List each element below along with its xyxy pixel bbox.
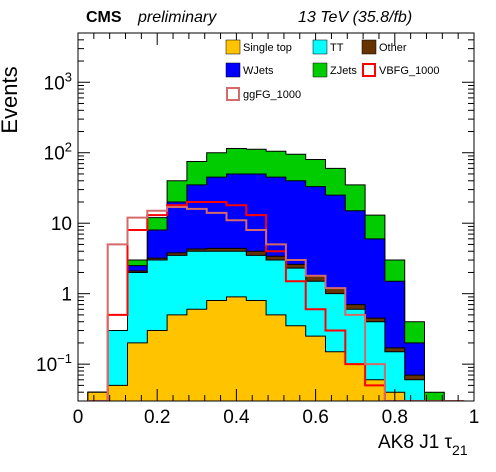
legend-label: ggFG_1000 <box>243 89 301 101</box>
legend-item: Other <box>361 39 407 55</box>
legend-swatch <box>225 62 241 78</box>
legend-swatch <box>225 39 241 55</box>
legend-swatch <box>226 87 240 101</box>
experiment-label: CMS <box>86 9 122 26</box>
legend-item: ZJets <box>312 62 357 78</box>
legend-swatch <box>312 39 328 55</box>
header: CMS preliminary 13 TeV (35.8/fb) <box>86 9 412 26</box>
x-tick-label: 0.4 <box>223 407 250 428</box>
y-tick-label: 1 <box>61 285 72 306</box>
legend-item: Single top <box>225 39 292 55</box>
legend-item: TT <box>312 39 344 55</box>
status-label: preliminary <box>137 9 217 26</box>
x-axis-label-sub: 21 <box>452 442 468 458</box>
legend-label: TT <box>330 42 344 54</box>
x-tick-label: 1 <box>469 407 480 428</box>
y-axis-label: Events <box>0 66 22 133</box>
plot-frame <box>77 32 475 402</box>
y-tick-label: 10 <box>51 214 72 235</box>
x-axis-label: AK8 J1 τ21 <box>378 432 468 458</box>
data-layer <box>87 147 465 401</box>
x-axis: 0 0.2 0.4 0.6 0.8 1 <box>73 33 480 428</box>
legend-swatch <box>362 63 376 77</box>
energy-label: 13 TeV (35.8/fb) <box>298 9 412 26</box>
legend-label: WJets <box>243 65 274 77</box>
legend-item: ggFG_1000 <box>226 87 301 101</box>
x-axis-label-main: AK8 J1 τ <box>378 432 453 453</box>
x-tick-label: 0 <box>73 407 84 428</box>
y-axis: 10−1 1 10 102 103 <box>36 32 474 402</box>
legend-swatch <box>312 62 328 78</box>
y-tick-label: 102 <box>44 140 72 165</box>
legend-label: ZJets <box>330 65 357 77</box>
legend-label: Single top <box>243 42 292 54</box>
overlay-ggfg-1000 <box>87 205 465 401</box>
legend-swatch <box>361 39 377 55</box>
legend-item: WJets <box>225 62 274 78</box>
legend-label: Other <box>379 42 407 54</box>
x-tick-label: 0.6 <box>302 407 328 428</box>
y-tick-label: 10−1 <box>36 351 72 376</box>
legend: Single top TT Other WJets ZJets VBFG_1000 ggFG… <box>225 39 440 101</box>
y-tick-label: 103 <box>44 69 72 94</box>
plot-area: 0 0.2 0.4 0.6 0.8 1 10−1 1 10 102 103 <box>36 32 480 428</box>
legend-item: VBFG_1000 <box>362 63 440 77</box>
x-tick-label: 0.2 <box>144 407 170 428</box>
x-tick-label: 0.8 <box>382 407 408 428</box>
legend-label: VBFG_1000 <box>379 65 440 77</box>
